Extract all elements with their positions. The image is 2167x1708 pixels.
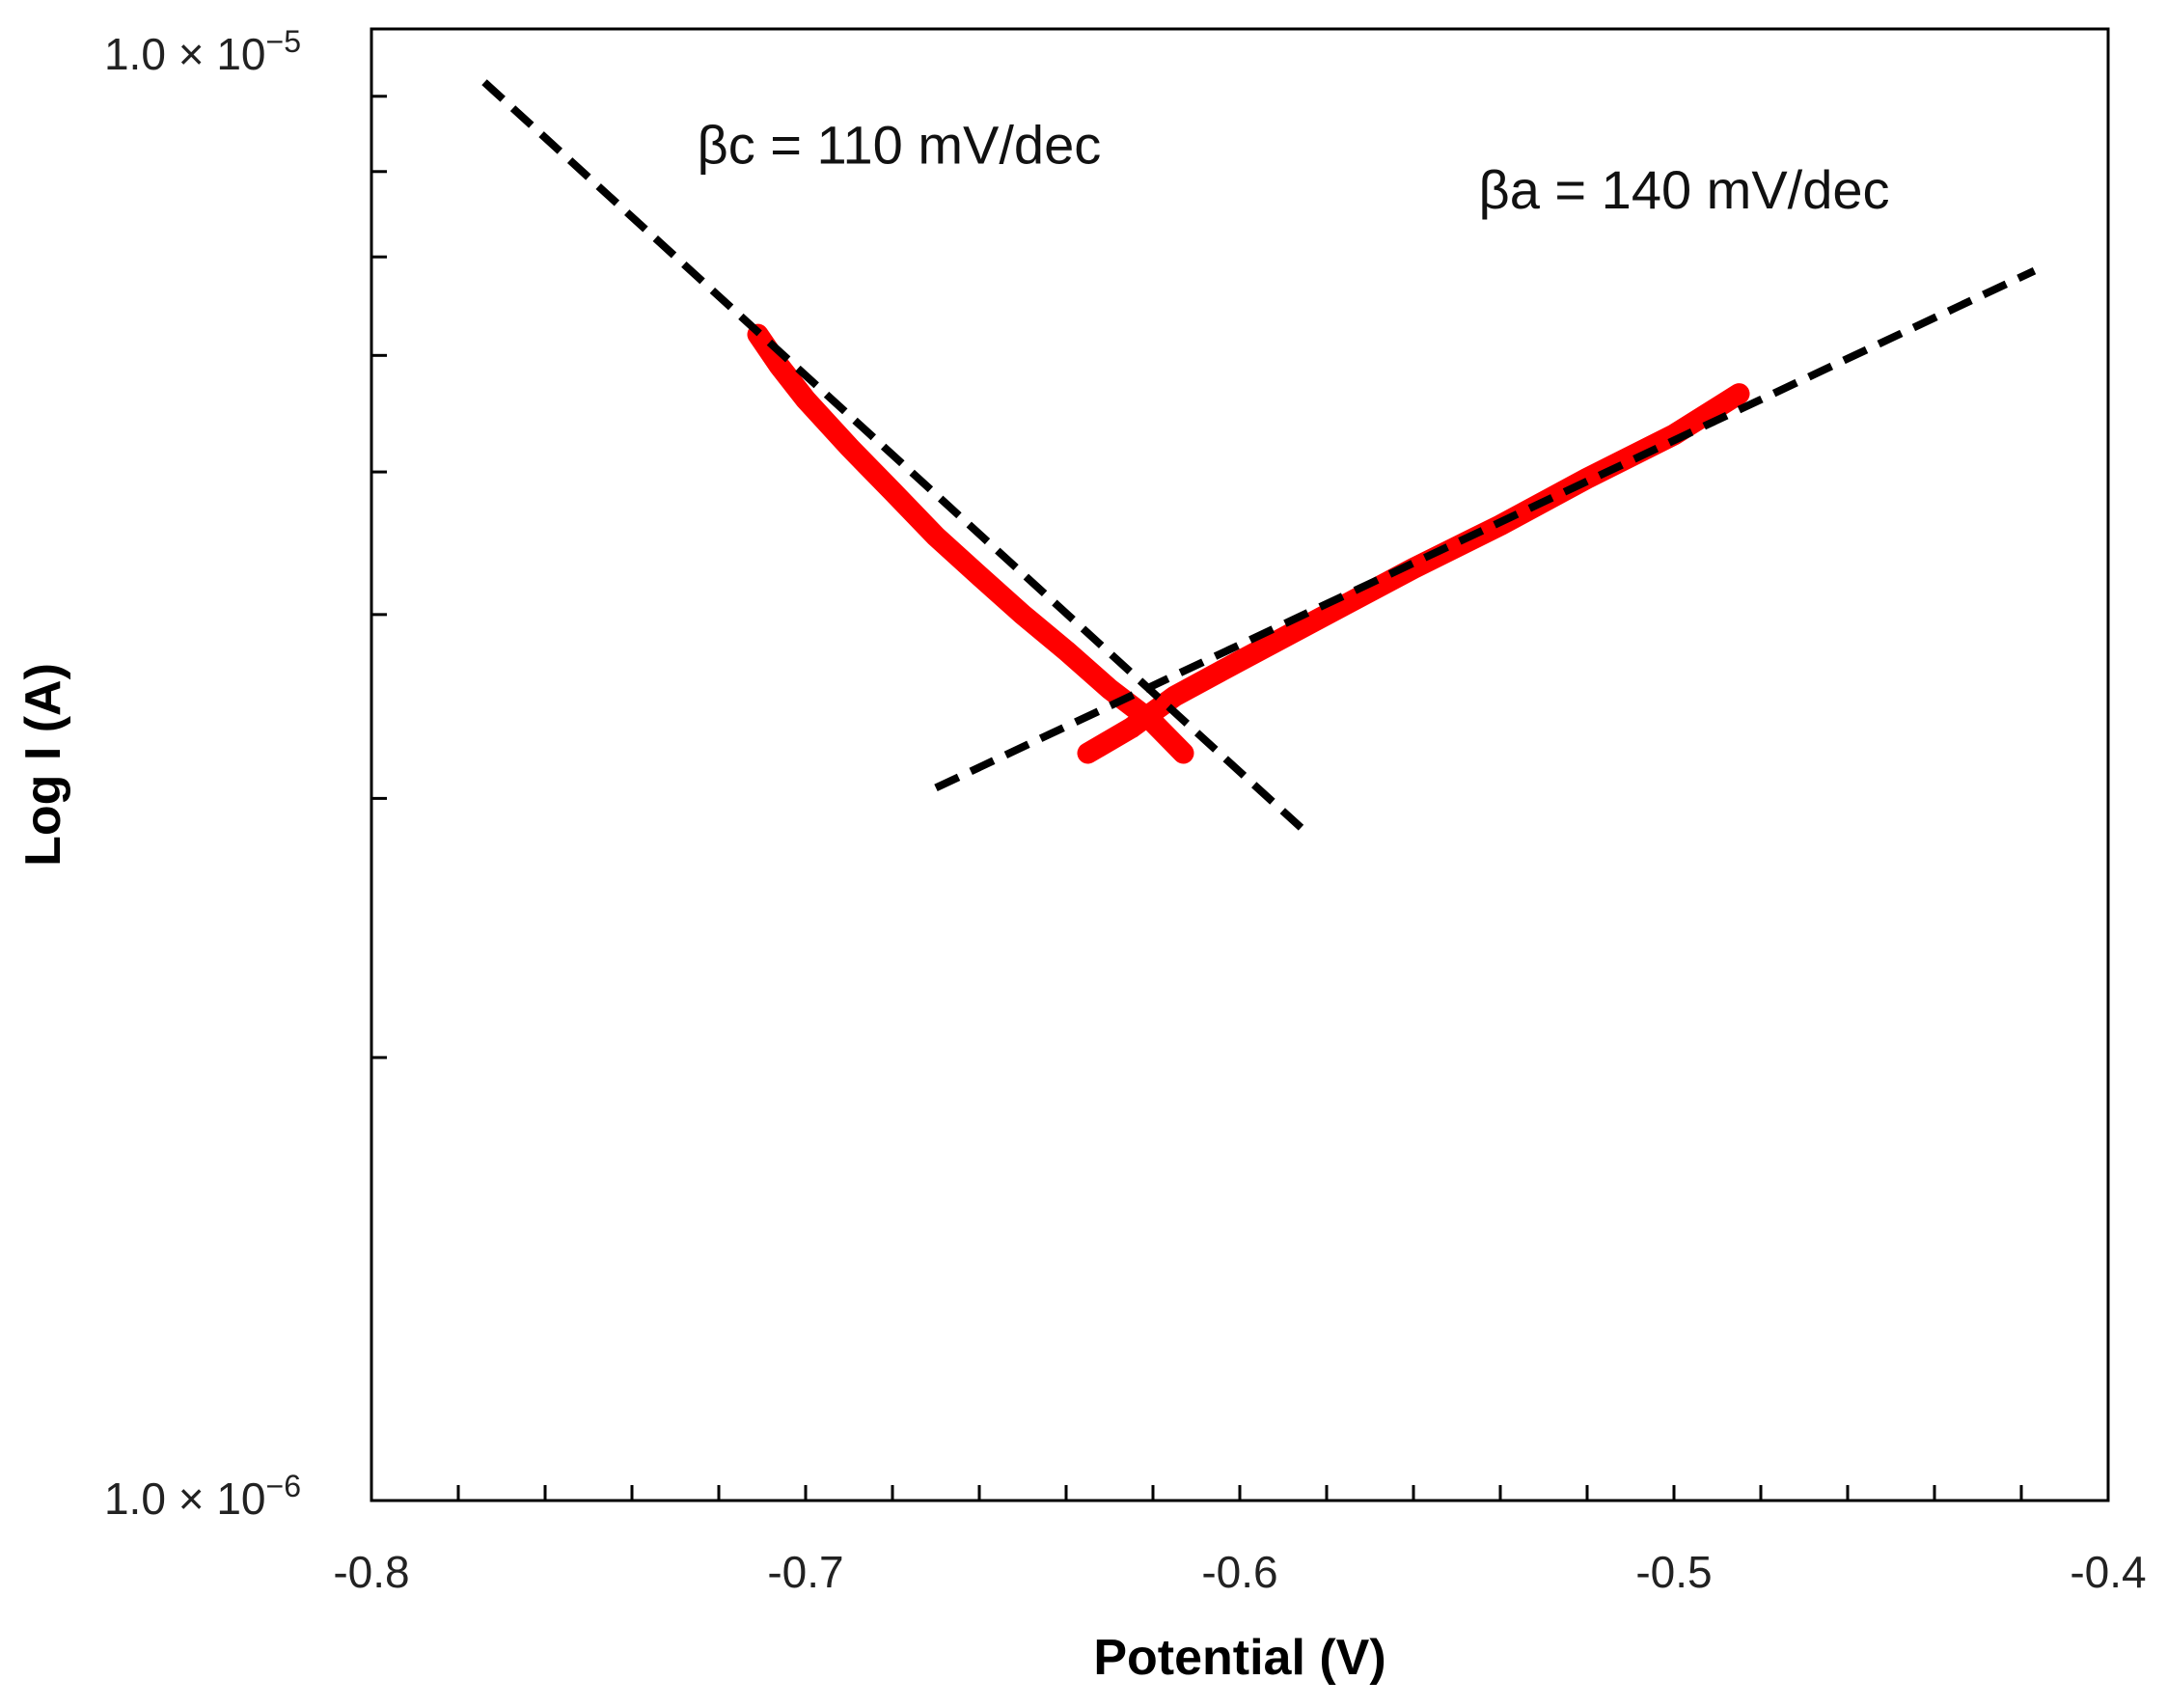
- y-minor-ticks: [371, 95, 387, 1060]
- beta-annotation: βa = 140 mV/dec: [1479, 159, 1890, 220]
- annotation-layer: βc = 110 mV/dec βa = 140 mV/dec: [698, 115, 1890, 221]
- series-cathodic-tafel-fit: [481, 79, 1308, 835]
- x-tick-label: -0.8: [333, 1547, 409, 1597]
- plot-frame: [370, 27, 2110, 1502]
- y-tick-label: 1.0 × 10−5: [104, 24, 301, 79]
- series-anodic-branch: [1077, 383, 1750, 764]
- beta-annotation: βc = 110 mV/dec: [698, 115, 1102, 176]
- series-cathodic-branch: [747, 323, 1194, 764]
- y-axis-title: Log I (A): [15, 663, 71, 867]
- x-tick-label: -0.4: [2070, 1547, 2146, 1597]
- x-axis-title: Potential (V): [1093, 1630, 1385, 1686]
- plot-area-border: [370, 27, 2110, 1502]
- series-layer: [481, 79, 2037, 835]
- axis-labels: -0.8 -0.7 -0.6 -0.5 -0.4 1.0 × 10−5 1.0 × 10−6…: [15, 24, 2147, 1686]
- x-tick-label: -0.6: [1201, 1547, 1277, 1597]
- y-tick-label: 1.0 × 10−6: [104, 1469, 301, 1524]
- x-tick-label: -0.5: [1635, 1547, 1712, 1597]
- series-anodic-tafel-fit: [934, 266, 2037, 792]
- x-tick-label: -0.7: [767, 1547, 843, 1597]
- x-axis-ticks: [456, 1485, 2023, 1501]
